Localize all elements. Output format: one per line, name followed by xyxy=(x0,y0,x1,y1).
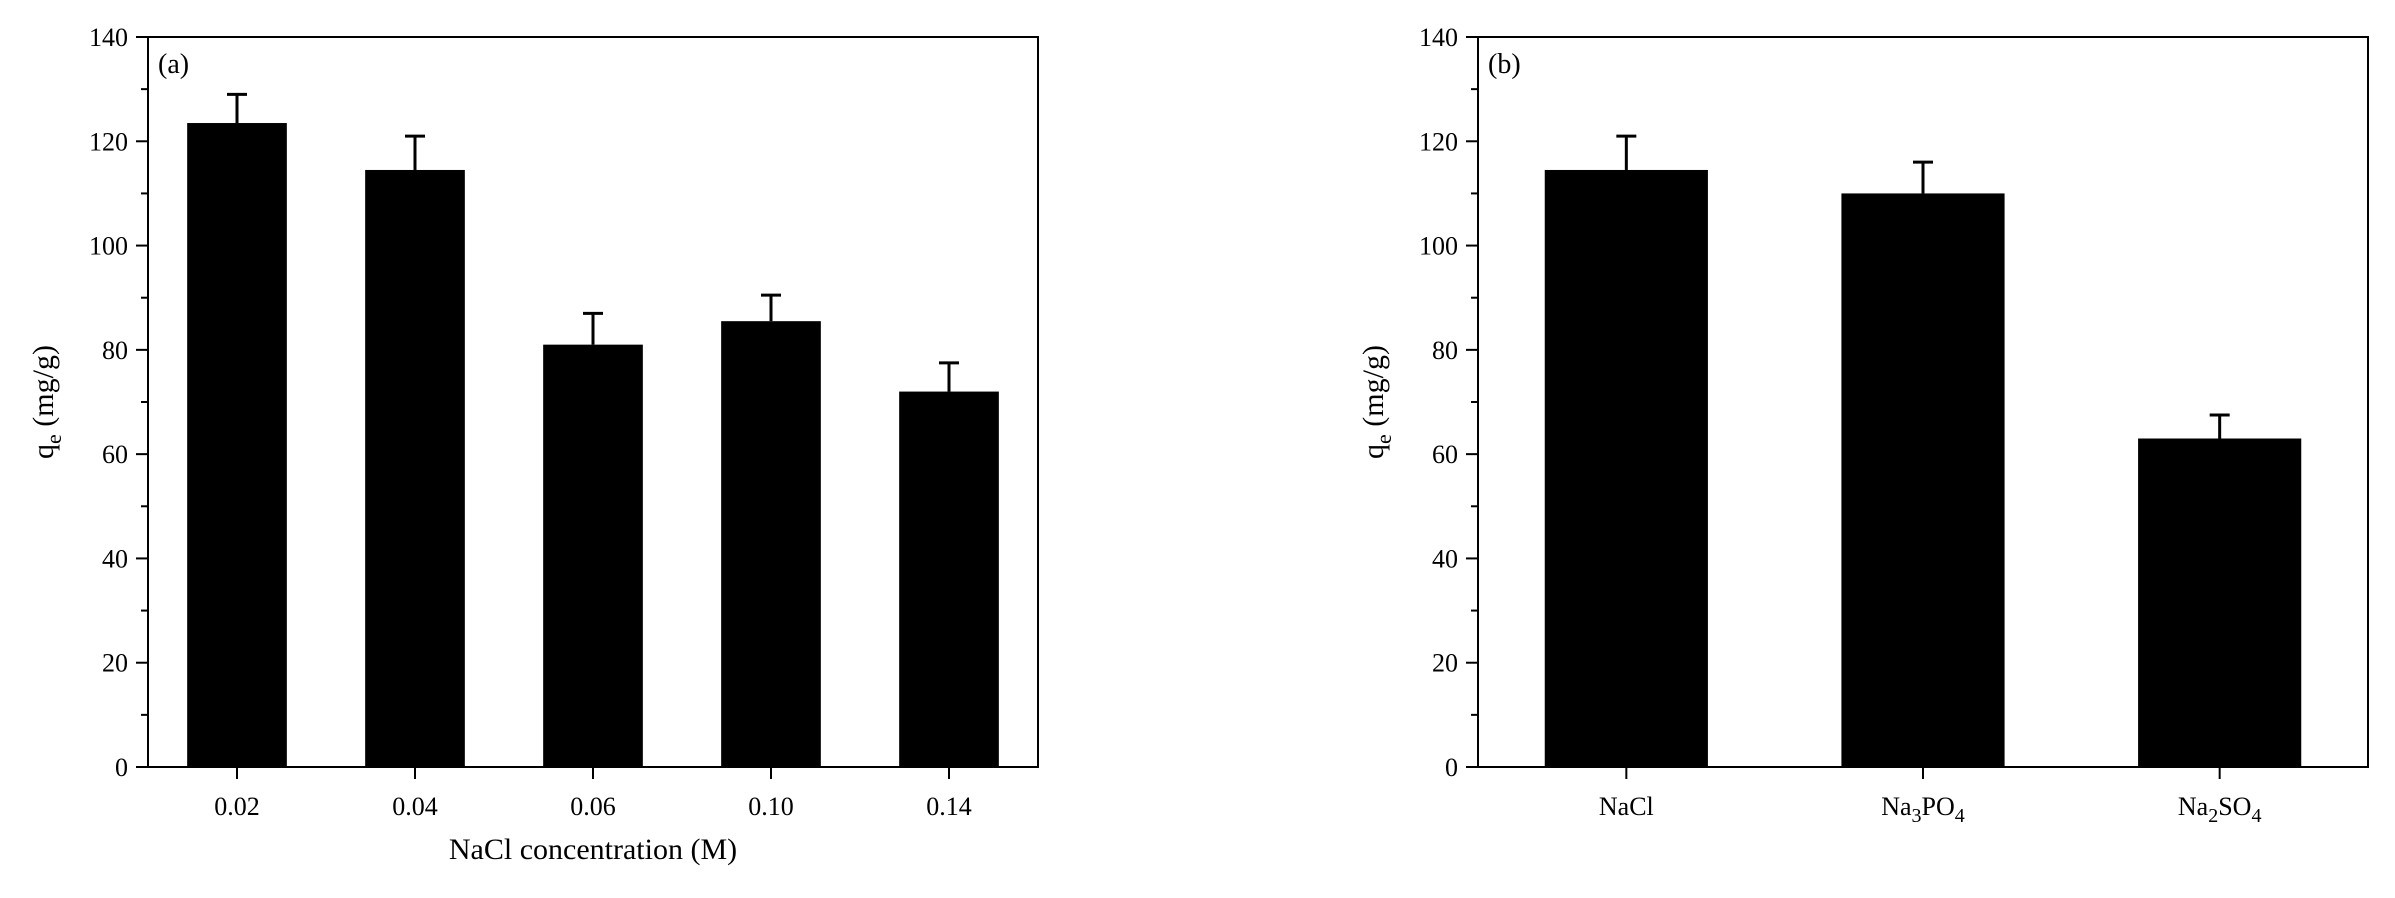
bar xyxy=(365,169,465,767)
x-tick-label-part: PO xyxy=(1922,792,1955,821)
bar xyxy=(187,123,287,768)
y-axis-label-unit: (mg/g) xyxy=(1357,345,1390,434)
x-tick-label: 0.04 xyxy=(392,792,438,821)
y-tick-label: 20 xyxy=(1432,649,1458,678)
chart-panel-a: 0 20 40 60 80 100 120 140 qe (mg/g) (a) 0.02 0.04 0.… xyxy=(27,23,1039,866)
x-tick-label: 0.10 xyxy=(748,792,794,821)
y-tick-label: 0 xyxy=(1445,753,1458,782)
x-tick-label: 0.02 xyxy=(214,792,260,821)
y-tick-label: 80 xyxy=(102,336,128,365)
x-tick-label-part: Na xyxy=(1881,792,1912,821)
x-tick-label-part: NaCl xyxy=(1599,792,1654,821)
x-tick-label: 0.06 xyxy=(570,792,616,821)
y-axis-label-main: q xyxy=(27,444,60,459)
y-tick-label: 120 xyxy=(1419,127,1458,156)
bar xyxy=(543,344,643,767)
y-tick-label: 60 xyxy=(102,440,128,469)
y-tick-label: 80 xyxy=(1432,336,1458,365)
y-axis-label-sub: e xyxy=(41,434,66,444)
y-axis-label-sub: e xyxy=(1371,434,1396,444)
y-axis-label-main: q xyxy=(1357,444,1390,459)
x-tick-label: Na2SO4 xyxy=(2178,792,2262,827)
x-tick-label-subscript: 4 xyxy=(2251,805,2261,827)
x-tick-label: NaCl xyxy=(1599,792,1654,821)
x-tick-label-subscript: 3 xyxy=(1912,805,1922,827)
y-tick-label: 140 xyxy=(89,23,128,52)
y-tick-label: 0 xyxy=(115,753,128,782)
x-tick-label: Na3PO4 xyxy=(1881,792,1965,827)
bar xyxy=(1544,169,1708,767)
x-tick-label-part: Na xyxy=(2178,792,2209,821)
y-tick-label: 120 xyxy=(89,127,128,156)
y-tick-label: 100 xyxy=(89,232,128,261)
y-tick-label: 40 xyxy=(1432,544,1458,573)
bar xyxy=(899,391,999,767)
y-axis-label-unit: (mg/g) xyxy=(27,345,60,434)
x-tick-label: 0.14 xyxy=(926,792,972,821)
x-axis-label: NaCl concentration (M) xyxy=(449,833,737,866)
y-tick-label: 40 xyxy=(102,544,128,573)
y-axis-label: qe (mg/g) xyxy=(27,345,66,459)
y-tick-label: 60 xyxy=(1432,440,1458,469)
y-tick-label: 20 xyxy=(102,649,128,678)
y-axis-label: qe (mg/g) xyxy=(1357,345,1396,459)
x-tick-label-part: SO xyxy=(2218,792,2251,821)
bar xyxy=(721,321,821,767)
y-tick-label: 100 xyxy=(1419,232,1458,261)
bar xyxy=(1841,193,2005,767)
x-tick-label-subscript: 4 xyxy=(1955,805,1965,827)
x-tick-label-subscript: 2 xyxy=(2208,805,2218,827)
bar xyxy=(2138,438,2302,767)
y-tick-label: 140 xyxy=(1419,23,1458,52)
panel-label: (b) xyxy=(1488,49,1521,80)
panel-label: (a) xyxy=(158,49,189,80)
